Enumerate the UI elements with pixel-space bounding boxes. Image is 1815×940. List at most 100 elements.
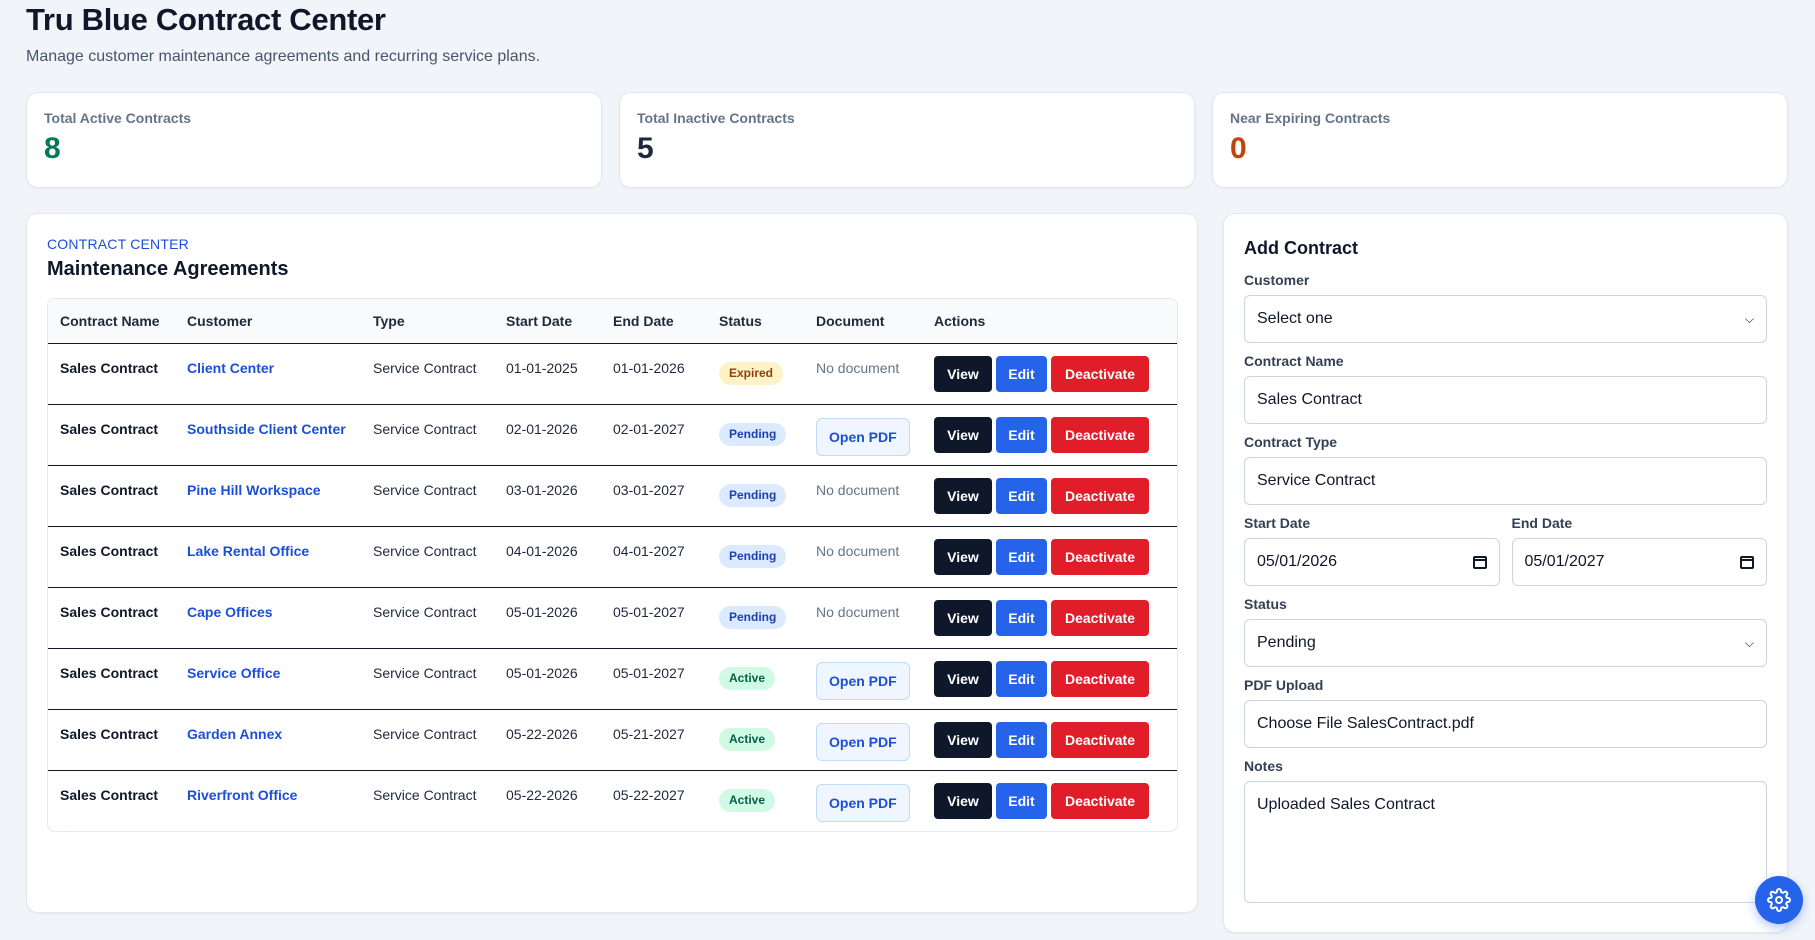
agreements-table: Contract Name Customer Type Start Date E…: [48, 299, 1177, 831]
view-button[interactable]: View: [934, 782, 992, 819]
edit-button[interactable]: Edit: [996, 477, 1047, 514]
contract-name-cell: Sales Contract: [60, 786, 159, 803]
customer-link[interactable]: Pine Hill Workspace: [175, 465, 361, 527]
agreements-card: CONTRACT CENTER Maintenance Agreements C…: [26, 213, 1198, 913]
deactivate-button[interactable]: Deactivate: [1051, 416, 1149, 453]
customer-link[interactable]: Riverfront Office: [187, 786, 298, 803]
deactivate-button[interactable]: Deactivate: [1051, 599, 1149, 636]
status-select[interactable]: Pending ⌵: [1244, 619, 1767, 667]
column-header-type[interactable]: Type: [361, 299, 494, 344]
edit-button[interactable]: Edit: [996, 721, 1047, 758]
calendar-icon[interactable]: [1472, 555, 1487, 569]
column-header-document[interactable]: Document: [804, 299, 922, 344]
start-date-value: 05/01/2026: [1257, 553, 1338, 570]
column-header-contract-name[interactable]: Contract Name: [48, 299, 175, 344]
notes-label: Notes: [1244, 758, 1283, 774]
view-button[interactable]: View: [934, 355, 992, 392]
edit-button[interactable]: Edit: [996, 782, 1047, 819]
deactivate-button[interactable]: Deactivate: [1051, 660, 1149, 697]
column-header-end-date[interactable]: End Date: [601, 299, 707, 344]
actions-cell: View Edit Deactivate: [922, 587, 1177, 649]
stat-value: 0: [1230, 132, 1247, 165]
deactivate-button[interactable]: Deactivate: [1051, 782, 1149, 819]
deactivate-button[interactable]: Deactivate: [1051, 538, 1149, 575]
end-date-cell: 05-22-2027: [613, 786, 685, 803]
deactivate-button[interactable]: Deactivate: [1051, 477, 1149, 514]
table-header-row: Contract Name Customer Type Start Date E…: [48, 299, 1177, 344]
customer-link[interactable]: Client Center: [175, 343, 361, 405]
stat-value: 5: [637, 132, 654, 165]
type-cell: Service Contract: [361, 343, 494, 405]
status-cell: Pending: [707, 587, 804, 649]
customer-link[interactable]: Garden Annex: [175, 709, 361, 771]
status-badge: Pending: [719, 605, 787, 629]
status-cell: Active: [707, 648, 804, 710]
stat-card-active: Total Active Contracts 8: [26, 92, 602, 188]
contract-name-cell: Sales Contract: [48, 709, 175, 771]
view-button[interactable]: View: [934, 538, 992, 575]
start-date-label: Start Date: [1244, 515, 1311, 531]
end-date-cell: 05-21-2027: [601, 709, 707, 771]
column-header-customer[interactable]: Customer: [175, 299, 361, 344]
open-pdf-button[interactable]: Open PDF: [816, 783, 910, 822]
end-date-input[interactable]: 05/01/2027: [1511, 538, 1767, 586]
contract-name-label: Contract Name: [1244, 353, 1344, 369]
edit-button[interactable]: Edit: [996, 599, 1047, 636]
start-date-cell: 04-01-2026: [494, 526, 601, 588]
end-date-cell: 02-01-2027: [601, 404, 707, 466]
view-button[interactable]: View: [934, 721, 992, 758]
pdf-upload-input[interactable]: Choose File SalesContract.pdf: [1244, 700, 1767, 748]
deactivate-button[interactable]: Deactivate: [1051, 355, 1149, 392]
document-cell: Open PDF: [804, 404, 922, 466]
end-date-cell: 05-01-2027: [601, 648, 707, 710]
view-button[interactable]: View: [934, 660, 992, 697]
edit-button[interactable]: Edit: [996, 416, 1047, 453]
edit-button[interactable]: Edit: [996, 660, 1047, 697]
customer-link[interactable]: Cape Offices: [175, 587, 361, 649]
edit-button[interactable]: Edit: [996, 355, 1047, 392]
stat-label: Total Active Contracts: [44, 110, 192, 126]
column-header-start-date[interactable]: Start Date: [494, 299, 601, 344]
start-date-input[interactable]: 05/01/2026: [1244, 538, 1500, 586]
open-pdf-button[interactable]: Open PDF: [816, 722, 910, 761]
open-pdf-button[interactable]: Open PDF: [816, 417, 910, 456]
deactivate-button[interactable]: Deactivate: [1051, 721, 1149, 758]
settings-fab-button[interactable]: [1755, 876, 1803, 924]
end-date-label: End Date: [1511, 515, 1573, 531]
customer-link[interactable]: Lake Rental Office: [175, 526, 361, 588]
calendar-icon[interactable]: [1740, 555, 1754, 569]
section-eyebrow: CONTRACT CENTER: [47, 236, 189, 252]
stats-row: Total Active Contracts 8 Total Inactive …: [26, 92, 1788, 188]
customer-link[interactable]: Service Office: [175, 648, 361, 710]
actions-cell: View Edit Deactivate: [922, 648, 1177, 710]
contract-type-input[interactable]: Service Contract: [1244, 457, 1767, 505]
open-pdf-button[interactable]: Open PDF: [816, 661, 910, 700]
type-cell: Service Contract: [361, 465, 494, 527]
notes-textarea[interactable]: Uploaded Sales Contract: [1244, 781, 1767, 903]
no-document-text: No document: [816, 603, 900, 620]
view-button[interactable]: View: [934, 599, 992, 636]
contract-type-value: Service Contract: [1257, 472, 1376, 489]
status-badge: Active: [719, 727, 776, 751]
table-row: Sales Contract Cape Offices Service Cont…: [48, 587, 1177, 649]
status-cell: Active: [707, 709, 804, 771]
stat-value: 8: [44, 132, 61, 165]
customer-select[interactable]: Select one ⌵: [1244, 295, 1767, 343]
chevron-down-icon: ⌵: [1744, 311, 1754, 326]
notes-field-group: Notes Uploaded Sales Contract: [1244, 758, 1767, 903]
contract-name-cell: Sales Contract: [48, 587, 175, 649]
end-date-cell: 03-01-2027: [601, 465, 707, 527]
view-button[interactable]: View: [934, 416, 992, 453]
document-cell: No document: [804, 526, 922, 588]
gear-icon: [1767, 888, 1791, 912]
column-header-status[interactable]: Status: [707, 299, 804, 344]
actions-cell: View Edit Deactivate: [922, 709, 1177, 771]
edit-button[interactable]: Edit: [996, 538, 1047, 575]
view-button[interactable]: View: [934, 477, 992, 514]
pdf-upload-value: Choose File SalesContract.pdf: [1257, 715, 1474, 732]
end-date-cell: 01-01-2026: [601, 343, 707, 405]
customer-link[interactable]: Southside Client Center: [175, 404, 361, 466]
actions-cell: View Edit Deactivate: [922, 343, 1177, 405]
start-date-cell: 01-01-2025: [494, 343, 601, 405]
contract-name-input[interactable]: Sales Contract: [1244, 376, 1767, 424]
